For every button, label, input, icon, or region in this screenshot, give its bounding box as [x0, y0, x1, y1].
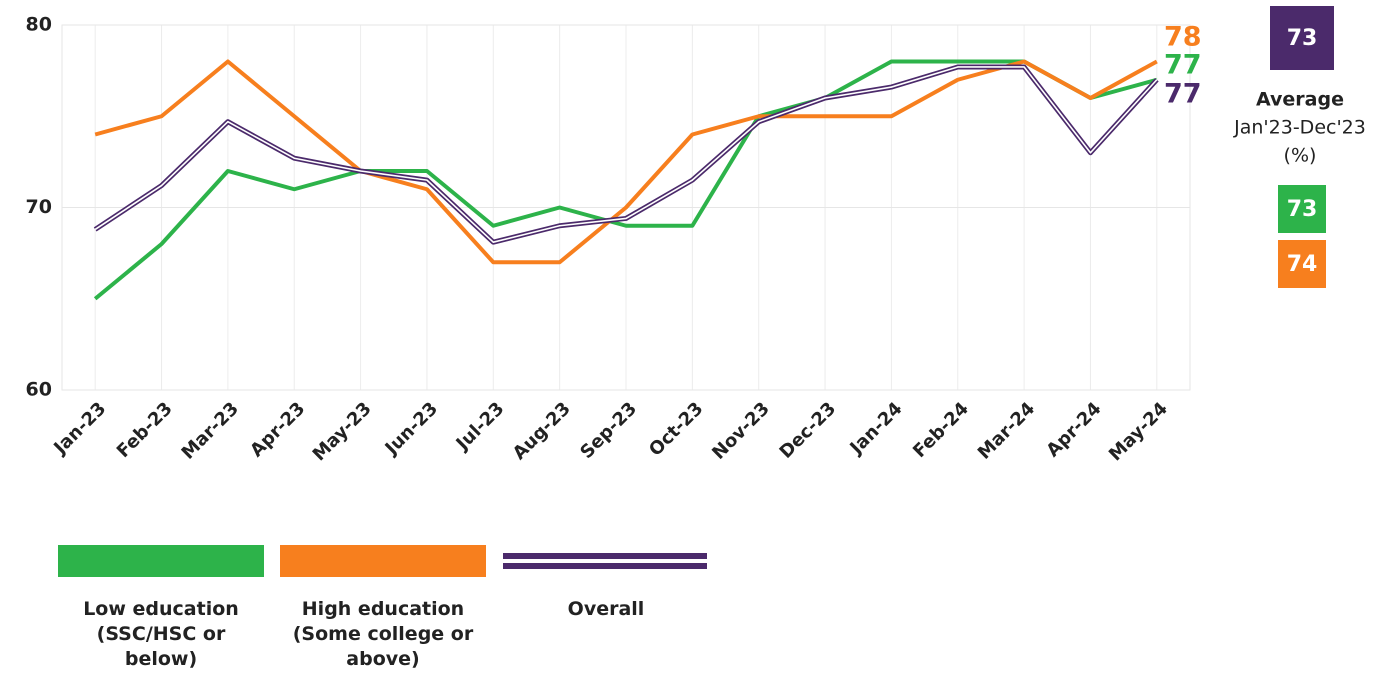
- x-tick: Jul-23: [451, 398, 508, 455]
- series-line: [94, 59, 1158, 265]
- y-tick-label: 60: [26, 379, 52, 401]
- x-tick: Dec-23: [776, 398, 841, 463]
- legend-swatch: [280, 545, 486, 577]
- x-tick-label: Aug-23: [509, 398, 575, 464]
- x-tick: Mar-24: [974, 398, 1039, 463]
- x-tick-label: Mar-23: [178, 398, 243, 463]
- average-title: Average: [1256, 89, 1344, 111]
- x-tick: Mar-23: [178, 398, 243, 463]
- average-value: 73: [1287, 26, 1318, 51]
- legend-swatch: [58, 545, 264, 577]
- x-tick: Oct-23: [645, 398, 707, 460]
- average-unit: (%): [1284, 145, 1317, 167]
- average-value: 74: [1287, 252, 1318, 277]
- end-label: 77: [1164, 50, 1202, 81]
- x-tick-label: Apr-23: [246, 398, 309, 461]
- x-tick: Aug-23: [509, 398, 575, 464]
- legend-label: High education (Some college or above): [292, 598, 474, 670]
- x-tick: Feb-24: [909, 398, 973, 462]
- series-line: [93, 59, 1158, 301]
- x-tick-label: Mar-24: [974, 398, 1039, 463]
- series-line-inner: [94, 66, 1158, 243]
- legend-label: Low education (SSC/HSC or below): [83, 598, 239, 670]
- x-tick-label: Feb-24: [909, 398, 973, 462]
- x-tick: May-24: [1105, 398, 1172, 465]
- end-label: 77: [1164, 79, 1202, 110]
- x-tick-label: Feb-23: [113, 398, 177, 462]
- legend-label: Overall: [567, 598, 645, 620]
- average-period: Jan'23-Dec'23: [1233, 117, 1366, 139]
- average-box: [1278, 185, 1326, 233]
- x-tick: Apr-24: [1042, 398, 1105, 461]
- end-label: 78: [1164, 22, 1202, 53]
- y-tick-label: 70: [26, 196, 52, 218]
- x-tick: Jan-24: [845, 398, 907, 460]
- average-box: [1278, 240, 1326, 288]
- x-tick-label: Jun-23: [380, 398, 442, 460]
- x-tick-label: Sep-23: [576, 398, 641, 463]
- x-tick-label: May-24: [1105, 398, 1172, 465]
- x-tick-label: Oct-23: [645, 398, 707, 460]
- x-tick-label: Apr-24: [1042, 398, 1105, 461]
- average-box: [1270, 6, 1334, 70]
- average-value: 73: [1287, 197, 1318, 222]
- x-tick: Feb-23: [113, 398, 177, 462]
- x-tick: May-23: [309, 398, 376, 465]
- x-tick-label: Dec-23: [776, 398, 841, 463]
- x-tick-label: May-23: [309, 398, 376, 465]
- x-tick: Jun-23: [380, 398, 442, 460]
- x-tick-label: Jan-23: [49, 398, 111, 460]
- x-tick-label: Jul-23: [451, 398, 508, 455]
- legend-swatch-inner: [503, 559, 707, 563]
- x-tick-label: Jan-24: [845, 398, 907, 460]
- x-tick: Sep-23: [576, 398, 641, 463]
- x-tick: Nov-23: [708, 398, 774, 464]
- y-tick-label: 80: [26, 14, 52, 36]
- x-tick-label: Nov-23: [708, 398, 774, 464]
- x-tick: Jan-23: [49, 398, 111, 460]
- x-tick: Apr-23: [246, 398, 309, 461]
